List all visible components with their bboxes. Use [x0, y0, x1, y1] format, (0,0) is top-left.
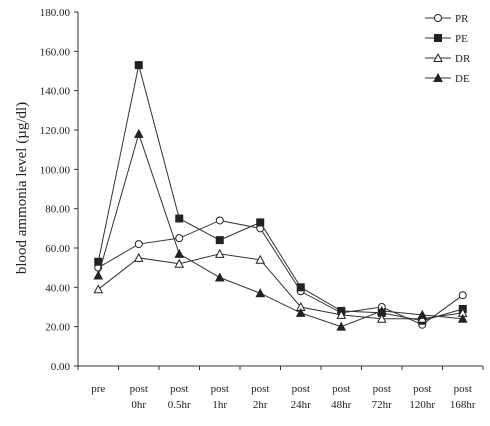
- x-tick-label-sub: 1hr: [212, 399, 227, 411]
- x-tick-label: post: [211, 383, 229, 395]
- series-dr: [93, 248, 468, 323]
- x-tick-label: pre: [91, 383, 105, 395]
- legend-entry-dr: DR: [425, 52, 471, 65]
- series-pr: [94, 216, 467, 329]
- x-tick-label-sub: 24hr: [291, 399, 312, 411]
- data-point: [215, 216, 224, 225]
- x-tick-label: post: [292, 383, 310, 395]
- series-line: [97, 219, 464, 326]
- legend-entry-de: DE: [425, 72, 470, 85]
- x-tick-label-sub: 72hr: [372, 399, 393, 411]
- legend-marker: [433, 72, 443, 82]
- x-tick-label-sub: 0.5hr: [168, 399, 191, 411]
- data-point: [134, 240, 143, 249]
- y-tick-label: 160.00: [40, 46, 71, 58]
- data-point: [296, 283, 305, 292]
- series-line: [97, 253, 463, 320]
- data-point: [214, 248, 225, 258]
- x-tick-label-sub: 0hr: [131, 399, 146, 411]
- legend-entry-pr: PR: [425, 13, 469, 25]
- x-tick-label: post: [454, 383, 472, 395]
- data-point: [336, 321, 347, 331]
- data-point: [134, 61, 143, 70]
- data-point: [256, 218, 265, 227]
- series-line: [97, 132, 463, 328]
- axes: 0.00 20.00 40.00 60.00 80.00 100.00 120.00 140.…: [40, 7, 484, 411]
- series-pe: [94, 61, 467, 325]
- x-tick-label-sub: 48hr: [331, 399, 352, 411]
- series-de: [93, 128, 468, 331]
- y-tick-label: 180.00: [40, 7, 71, 19]
- legend-label: PE: [455, 33, 468, 45]
- legend-marker: [434, 34, 442, 42]
- data-point: [133, 252, 144, 262]
- y-axis-label: blood ammonia level (µg/dl): [14, 102, 30, 274]
- data-point: [255, 254, 266, 264]
- y-tick-label: 40.00: [45, 282, 70, 294]
- data-point: [376, 305, 387, 315]
- data-point: [175, 214, 184, 223]
- data-point: [255, 288, 266, 298]
- y-tick-label: 100.00: [40, 164, 71, 176]
- data-point: [214, 272, 225, 282]
- x-tick-label: post: [332, 383, 350, 395]
- legend: PR PE DR DE: [425, 13, 471, 85]
- y-tick-label: 60.00: [45, 243, 70, 255]
- data-point: [457, 313, 468, 323]
- legend-label: PR: [455, 13, 469, 25]
- data-point: [94, 257, 103, 266]
- legend-label: DE: [455, 73, 470, 85]
- legend-entry-pe: PE: [425, 33, 468, 45]
- legend-marker: [433, 52, 443, 62]
- x-tick-label-sub: 168hr: [450, 399, 476, 411]
- legend-label: DR: [455, 53, 471, 65]
- data-point: [174, 258, 185, 268]
- x-tick-label: post: [170, 383, 188, 395]
- data-point: [458, 291, 467, 300]
- y-tick-label: 120.00: [40, 125, 71, 137]
- y-tick-label: 0.00: [51, 361, 71, 373]
- data-point: [93, 284, 104, 294]
- data-point: [174, 248, 185, 258]
- data-point: [215, 236, 224, 245]
- y-tick-label: 140.00: [40, 86, 71, 98]
- x-tick-label-sub: 2hr: [253, 399, 268, 411]
- series-line: [97, 64, 463, 322]
- data-point: [93, 270, 104, 280]
- x-tick-label-sub: 120hr: [409, 399, 435, 411]
- series-layer: [93, 61, 468, 331]
- data-point: [133, 128, 144, 138]
- x-tick-label: post: [413, 383, 431, 395]
- data-point: [175, 234, 184, 243]
- x-tick-label: post: [251, 383, 269, 395]
- data-point: [295, 307, 306, 317]
- data-point: [336, 309, 347, 319]
- x-tick-label: post: [373, 383, 391, 395]
- y-tick-label: 20.00: [45, 322, 70, 334]
- legend-marker: [434, 14, 442, 22]
- data-point: [417, 309, 428, 319]
- x-tick-label: post: [130, 383, 148, 395]
- y-tick-label: 80.00: [45, 204, 70, 216]
- data-point: [376, 313, 387, 323]
